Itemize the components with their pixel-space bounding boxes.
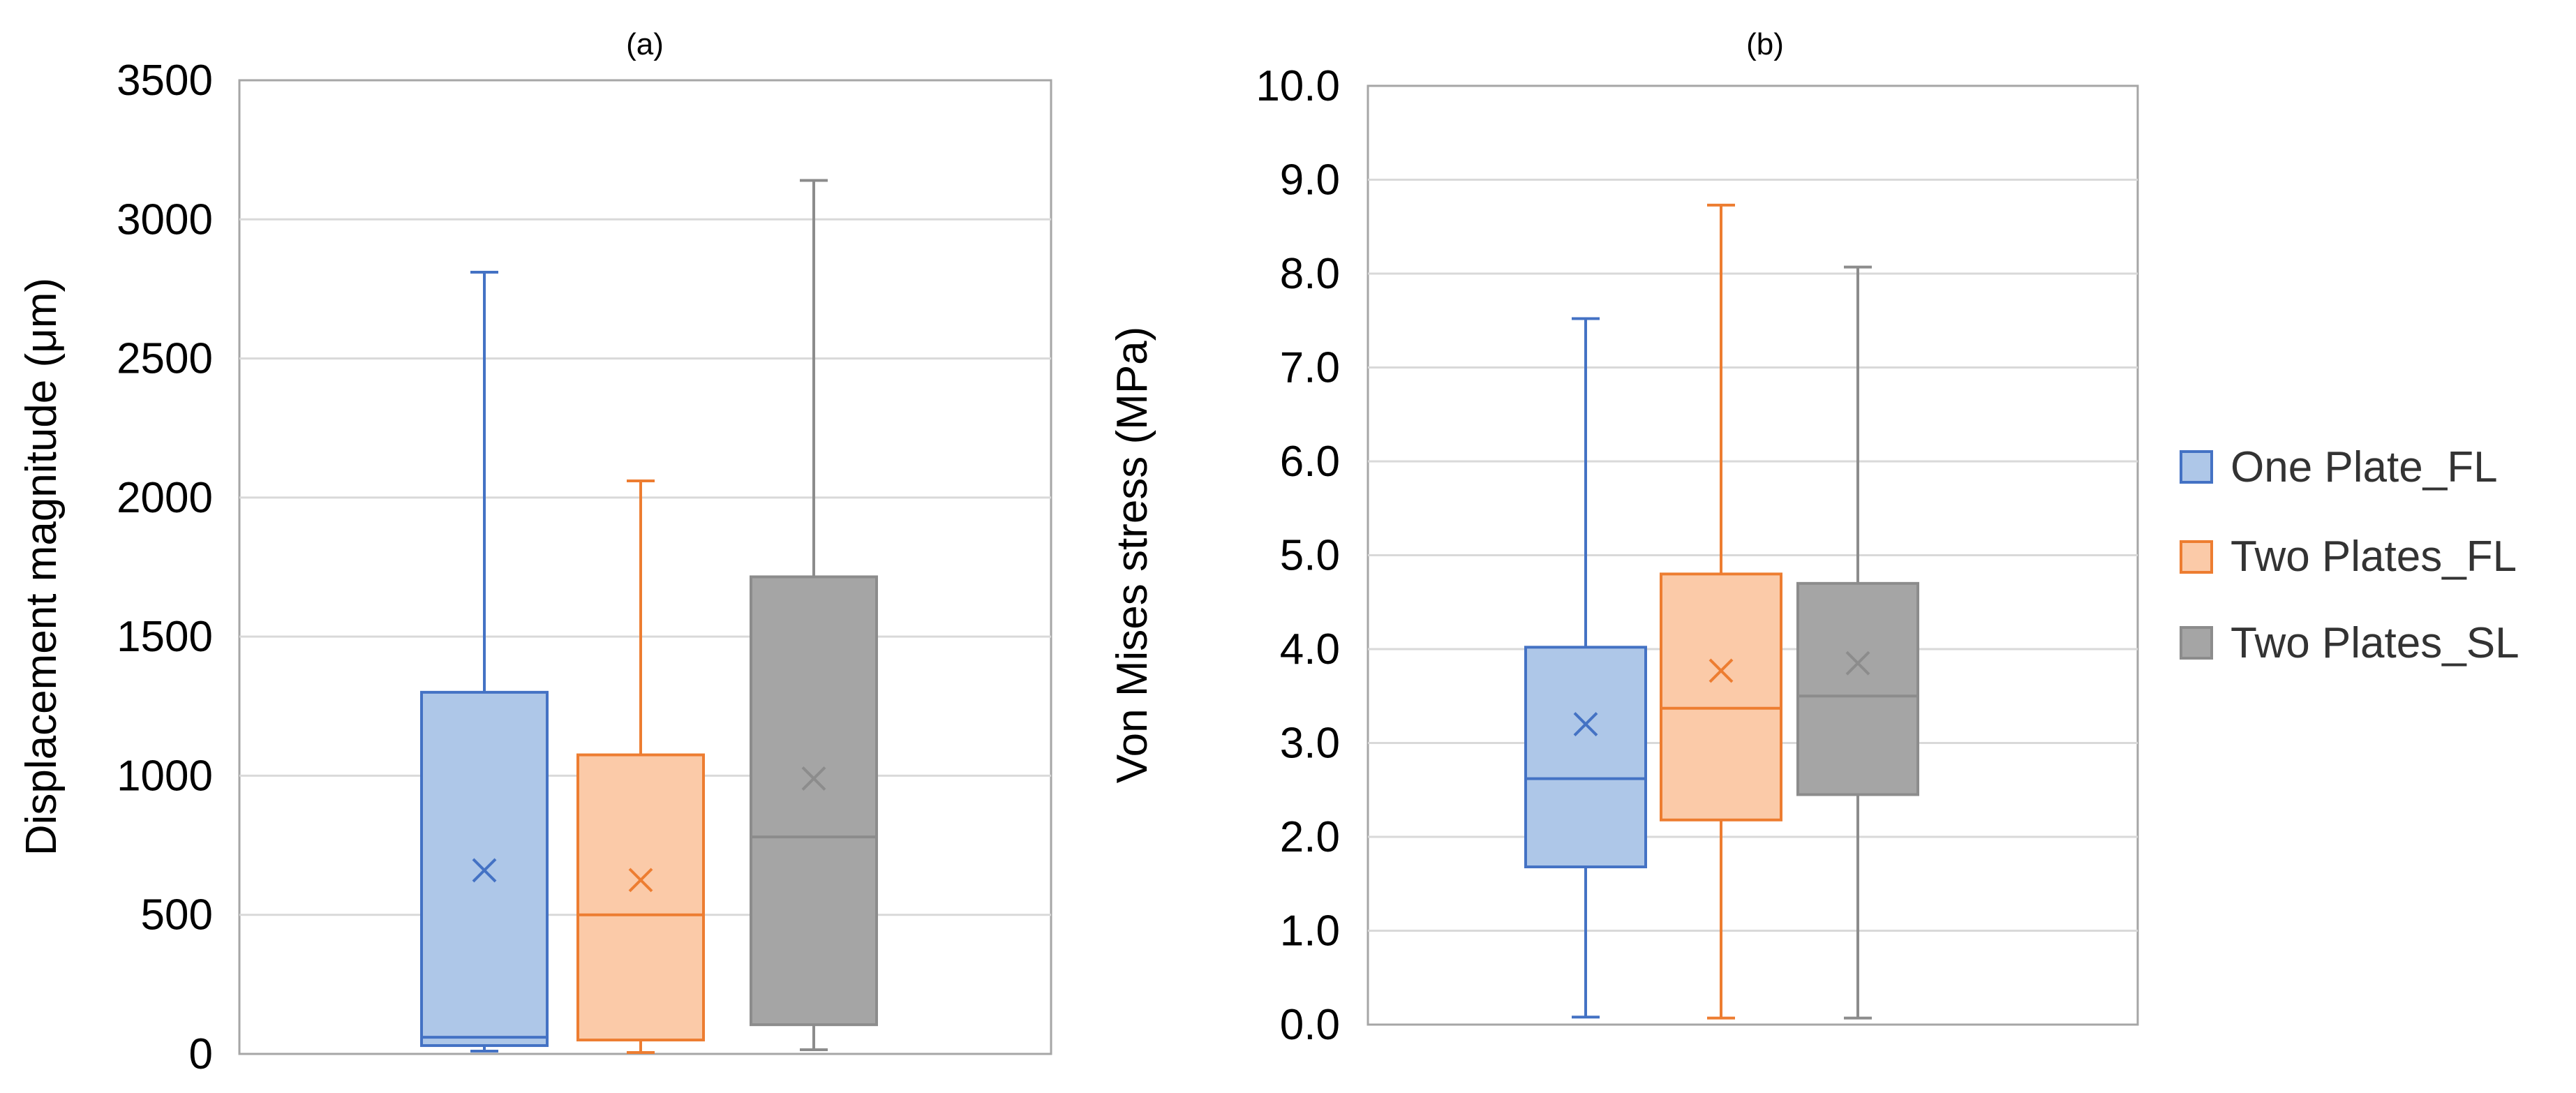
panel-b-y-tick-label: 3.0	[1280, 720, 1340, 768]
panel-b-y-tick-label: 4.0	[1280, 625, 1340, 674]
panel-b-y-tick-label: 7.0	[1280, 344, 1340, 392]
panel-b-boxes	[1524, 203, 1919, 1020]
panel-a-two-plates-fl-iqr-box	[576, 753, 705, 1042]
panel-a-two-plates-fl-mean-marker	[628, 868, 653, 893]
panel-b: (b) 0.0 1.0 2.0 3.0 4.0 5.0 6.0 7.0 8.0 9.0 10.0 V…	[1108, 27, 2139, 1049]
panel-a-two-plates-sl-box	[750, 179, 878, 1052]
panel-a-two-plates-sl-iqr-box	[750, 575, 878, 1027]
panel-b-y-tick-label: 10.0	[1256, 62, 1340, 110]
panel-a-y-tick-label: 1500	[117, 613, 213, 661]
panel-b-two-plates-sl-box	[1796, 265, 1919, 1020]
panel-b-y-tick-label: 5.0	[1280, 532, 1340, 580]
legend: One Plate_FL Two Plates_FL Two Plates_SL	[2180, 443, 2519, 667]
panel-b-y-tick-label: 8.0	[1280, 250, 1340, 298]
legend-swatch-two-plates-fl	[2180, 540, 2213, 574]
panel-b-y-tick-label: 2.0	[1280, 813, 1340, 861]
panel-a-y-tick-label: 3000	[117, 195, 213, 244]
panel-b-two-plates-fl-iqr-box	[1660, 572, 1782, 821]
panel-b-y-tick-label: 1.0	[1280, 907, 1340, 956]
panel-b-one-plate-fl-box	[1524, 317, 1647, 1019]
panel-a-gridlines	[239, 218, 1051, 916]
panel-b-two-plates-fl-box	[1660, 203, 1782, 1020]
legend-item-one-plate-fl: One Plate_FL	[2180, 443, 2498, 491]
panel-b-two-plates-sl-iqr-box	[1796, 581, 1919, 796]
legend-label-two-plates-fl: Two Plates_FL	[2231, 533, 2517, 581]
panel-a-y-tick-label: 1000	[117, 752, 213, 800]
panel-a-boxes	[420, 179, 878, 1055]
panel-a-y-tick-label: 500	[141, 891, 213, 939]
panel-b-two-plates-fl-mean-marker	[1708, 658, 1734, 683]
legend-label-two-plates-sl: Two Plates_SL	[2231, 619, 2519, 667]
panel-a-two-plates-sl-mean-marker	[801, 766, 826, 791]
panel-b-one-plate-fl-mean-marker	[1573, 712, 1598, 737]
panel-a-one-plate-fl-box	[420, 271, 549, 1053]
panel-b-two-plates-sl-mean-marker	[1845, 650, 1870, 676]
panel-b-y-tick-label: 6.0	[1280, 438, 1340, 486]
panel-a-y-tick-label: 2500	[117, 335, 213, 383]
legend-item-two-plates-sl: Two Plates_SL	[2180, 619, 2519, 667]
panel-b-one-plate-fl-iqr-box	[1524, 646, 1647, 869]
legend-item-two-plates-fl: Two Plates_FL	[2180, 533, 2517, 581]
panel-a-one-plate-fl-mean-marker	[472, 858, 497, 883]
panel-a-y-ticks: 0 500 1000 1500 2000 2500 3000 3500	[117, 57, 213, 1078]
legend-swatch-two-plates-sl	[2180, 626, 2213, 660]
panel-a-y-tick-label: 3500	[117, 57, 213, 105]
panel-b-y-ticks: 0.0 1.0 2.0 3.0 4.0 5.0 6.0 7.0 8.0 9.0 10.0	[1256, 62, 1340, 1049]
panel-a-title: (a)	[626, 27, 664, 61]
panel-b-title: (b)	[1746, 27, 1784, 61]
legend-label-one-plate-fl: One Plate_FL	[2231, 443, 2498, 491]
panel-a-y-axis-title: Displacement magnitude (μm)	[17, 278, 66, 856]
panel-b-y-tick-label: 0.0	[1280, 1001, 1340, 1049]
panel-a-two-plates-fl-box	[576, 479, 705, 1055]
panel-a-y-tick-label: 2000	[117, 474, 213, 522]
panel-a-y-tick-label: 0	[189, 1030, 213, 1078]
panel-a: (a) 0 500 1000 1500 2000 2500 3000 3500 Displac…	[17, 27, 1052, 1078]
panel-b-y-tick-label: 9.0	[1280, 156, 1340, 205]
legend-swatch-one-plate-fl	[2180, 450, 2213, 484]
panel-b-y-axis-title: Von Mises stress (MPa)	[1108, 327, 1156, 784]
